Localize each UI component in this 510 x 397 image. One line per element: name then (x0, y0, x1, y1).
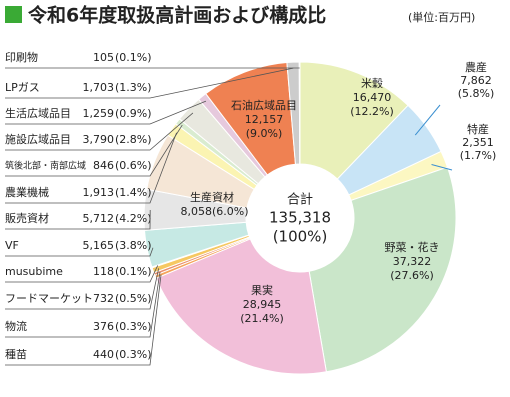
legend-percent: (0.9%) (115, 107, 152, 120)
slice-percent: (6.0%) (212, 205, 249, 218)
legend-percent: (0.6%) (115, 159, 152, 172)
leader-line (414, 104, 441, 136)
slice (155, 238, 327, 375)
slice-value: 7,862 (460, 74, 492, 87)
legend-label: 生活広域品目 (5, 106, 71, 120)
leader-line (5, 247, 154, 257)
slice (299, 61, 409, 180)
slice-percent: (9.0%) (246, 127, 283, 140)
leader-line (5, 67, 294, 99)
legend-label: musubime (5, 265, 63, 278)
legend-percent: (1.4%) (115, 186, 152, 199)
slice-label: 果実 (251, 283, 273, 297)
leader-line (5, 268, 160, 310)
slice-label: 特産 (467, 122, 489, 136)
legend-label: 種苗 (5, 347, 27, 361)
legend-value: 1,913 (83, 186, 115, 199)
slice-percent: (27.6%) (390, 269, 434, 282)
legend-value: 5,712 (83, 212, 115, 225)
legend-label: 筑後北部・南部広域 (5, 160, 86, 172)
legend-value: 118 (93, 265, 114, 278)
slice-value: 16,470 (353, 91, 392, 104)
legend-percent: (4.2%) (115, 212, 152, 225)
legend-value: 5,165 (83, 239, 115, 252)
leader-line (5, 265, 159, 283)
legend-value: 732 (93, 292, 114, 305)
legend-value: 846 (93, 159, 114, 172)
leader-line (5, 271, 161, 338)
legend-label: LPガス (5, 81, 40, 94)
legend-label: 農業機械 (5, 185, 49, 199)
legend-label: フードマーケット (5, 292, 93, 305)
legend-percent: (2.8%) (115, 133, 152, 146)
legend-value: 376 (93, 320, 114, 333)
center-percent: (100%) (273, 228, 328, 246)
slice-label: 米穀 (361, 77, 383, 90)
leader-line (5, 124, 183, 177)
leader-line (5, 132, 177, 204)
leader-line (431, 163, 453, 171)
slice-value: 2,351 (462, 136, 494, 149)
leader-line (5, 210, 151, 230)
leader-line (5, 100, 207, 125)
unit-label: (単位:百万円) (408, 10, 475, 24)
legend-percent: (0.3%) (115, 348, 152, 361)
legend-label: VF (5, 239, 19, 252)
slice-label: 生産資材 (190, 190, 234, 204)
legend-value: 440 (93, 348, 114, 361)
slice-label: 野菜・花き (385, 241, 440, 254)
slice-value: 37,322 (393, 255, 432, 268)
title-marker (5, 6, 22, 23)
leader-line (5, 112, 194, 151)
legend-percent: (0.5%) (115, 292, 152, 305)
slice-value: 28,945 (243, 298, 282, 311)
slice-percent: (12.2%) (350, 105, 394, 118)
slice-label: 石油広域品目 (231, 98, 297, 112)
center-caption: 合計 (287, 192, 313, 208)
chart-title: 令和6年度取扱高計画および構成比 (28, 4, 326, 27)
slice (298, 61, 301, 165)
slice-percent: (1.7%) (460, 149, 497, 162)
slice (308, 166, 457, 373)
legend-value: 1,259 (83, 107, 115, 120)
slice-label: 農産 (465, 60, 487, 74)
legend-percent: (0.3%) (115, 320, 152, 333)
center-total: 135,318 (269, 209, 331, 227)
legend-percent: (0.1%) (115, 265, 152, 278)
legend-value: 1,703 (83, 81, 115, 94)
legend-percent: (3.8%) (115, 239, 152, 252)
slice-percent: (5.8%) (458, 87, 495, 100)
legend-label: 販売資材 (5, 211, 49, 225)
legend-percent: (0.1%) (115, 51, 152, 64)
legend-percent: (1.3%) (115, 81, 152, 94)
legend-label: 物流 (5, 319, 27, 333)
legend-value: 3,790 (83, 133, 115, 146)
slice-value: 8,058 (181, 205, 213, 218)
slice-percent: (21.4%) (240, 312, 284, 325)
legend-label: 施設広域品目 (5, 132, 71, 146)
legend-value: 105 (93, 51, 114, 64)
slice-value: 12,157 (245, 113, 284, 126)
legend-label: 印刷物 (5, 50, 38, 64)
leader-line (5, 274, 162, 366)
